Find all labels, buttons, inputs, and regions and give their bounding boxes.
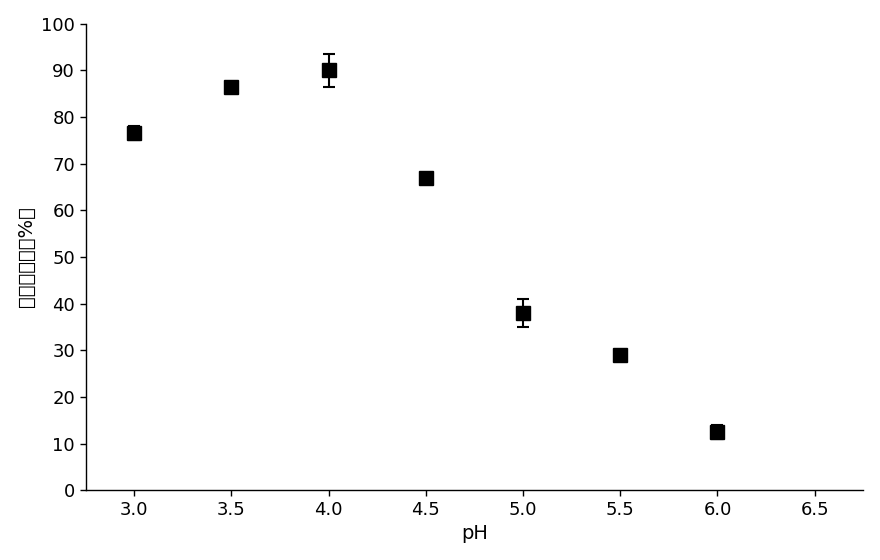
- Y-axis label: 蛋白回收率（%）: 蛋白回收率（%）: [17, 207, 36, 307]
- X-axis label: pH: pH: [461, 524, 488, 543]
